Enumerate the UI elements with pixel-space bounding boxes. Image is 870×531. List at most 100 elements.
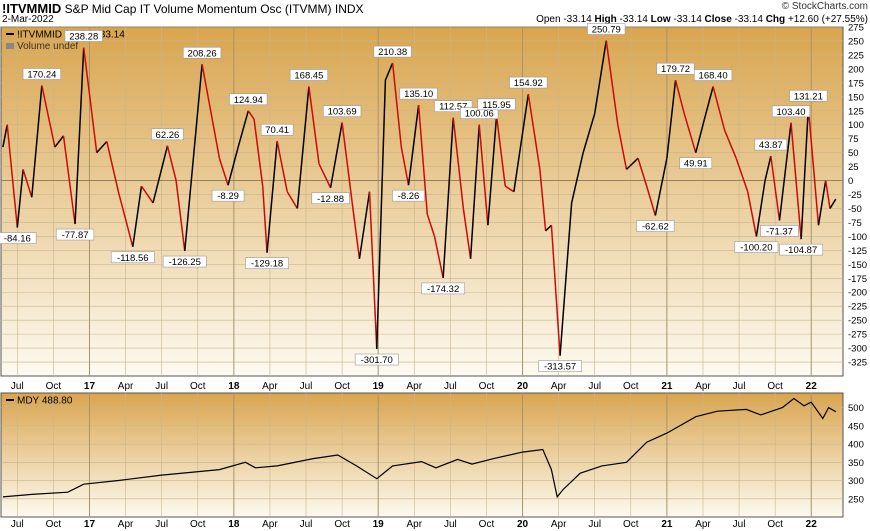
annotation-label: -12.88 xyxy=(317,194,344,205)
x-tick-label: 20 xyxy=(517,381,529,392)
x-tick-label: 21 xyxy=(661,381,673,392)
annotation-box xyxy=(760,225,799,237)
oscillator-panel: 2752502252001751501251007550250-25-50-75… xyxy=(0,23,867,392)
series-segment xyxy=(247,110,255,120)
annotation-label: -8.26 xyxy=(398,191,420,202)
x-tick-label: Jul xyxy=(444,519,457,530)
ohlc-close-label: Close xyxy=(704,14,732,25)
series-segment xyxy=(351,202,361,259)
x-tick-label: Oct xyxy=(623,519,639,530)
annotation-box xyxy=(771,105,811,118)
series-segment xyxy=(712,86,726,131)
x-tick-label: Apr xyxy=(695,519,711,530)
x-tick-label: Oct xyxy=(479,519,495,530)
x-tick-label: Oct xyxy=(190,519,206,530)
series-segment xyxy=(82,47,98,153)
copyright[interactable]: © StockCharts.com xyxy=(781,1,868,12)
annotation-box xyxy=(162,255,207,268)
annotation-label: 103.40 xyxy=(777,107,806,118)
series-segment xyxy=(824,180,831,209)
series-segment xyxy=(755,180,766,237)
annotation-label: 49.91 xyxy=(684,159,708,170)
series-segment xyxy=(495,115,506,187)
x-tick-label: Oct xyxy=(623,381,639,392)
y-tick-label: 250 xyxy=(848,494,864,505)
annotation-box xyxy=(636,220,675,232)
annotation-box xyxy=(151,128,184,141)
x-tick-label: 17 xyxy=(84,381,96,392)
x-tick-label: Apr xyxy=(118,381,134,392)
series-segment xyxy=(829,198,837,209)
annotation-label: -118.56 xyxy=(117,253,149,264)
y-tick-label: 150 xyxy=(848,92,864,103)
y-tick-label: -100 xyxy=(848,232,867,243)
x-tick-label: Oct xyxy=(479,381,495,392)
x-tick-label: Apr xyxy=(407,519,423,530)
annotation-box xyxy=(110,251,155,264)
chart-header: !ITVMMID S&P Mid Cap IT Volume Momentum … xyxy=(0,0,870,28)
series-segment xyxy=(683,113,697,153)
x-tick-label: Jul xyxy=(588,381,601,392)
series-segment xyxy=(695,118,706,153)
series-segment xyxy=(296,86,310,209)
annotation-label: -77.87 xyxy=(62,230,89,241)
series-segment xyxy=(218,157,229,186)
series-segment xyxy=(2,124,8,148)
y-tick-label: 450 xyxy=(848,421,864,432)
series-segment xyxy=(41,85,56,148)
x-tick-label: 18 xyxy=(228,381,240,392)
x-tick-label: Jul xyxy=(11,381,24,392)
series-segment xyxy=(790,122,802,240)
series-segment xyxy=(504,185,515,193)
x-tick-label: Jul xyxy=(733,381,746,392)
series-segment xyxy=(400,146,410,186)
y-tick-label: -50 xyxy=(848,204,862,215)
x-tick-label: Jul xyxy=(733,519,746,530)
annotation-box xyxy=(421,282,466,295)
annotation-box xyxy=(289,69,329,81)
annotation-box xyxy=(64,30,103,42)
y-tick-label: -275 xyxy=(848,330,867,341)
series-segment xyxy=(261,186,268,253)
series-segment xyxy=(329,122,343,188)
series-segment xyxy=(800,107,810,240)
series-segment xyxy=(132,186,143,247)
annotation-label: -313.57 xyxy=(544,362,576,373)
series-segment xyxy=(703,86,714,120)
ohlc-open-value: -33.14 xyxy=(563,14,592,25)
series-segment xyxy=(166,145,177,181)
y-tick-label: -325 xyxy=(848,358,867,369)
annotation-box xyxy=(260,123,294,136)
annotation-box xyxy=(311,192,350,205)
series-segment xyxy=(308,86,320,164)
series-segment xyxy=(201,64,221,159)
series-segment xyxy=(117,191,134,247)
series-segment xyxy=(286,191,299,209)
x-tick-label: Jul xyxy=(444,381,457,392)
series-segment xyxy=(96,140,108,154)
series-segment xyxy=(637,158,648,187)
x-tick-label: Oct xyxy=(46,381,62,392)
y-tick-label: -200 xyxy=(848,288,867,299)
annotation-label: 124.94 xyxy=(234,95,263,106)
series-segment xyxy=(666,80,677,159)
annotation-label: 100.06 xyxy=(465,109,494,120)
annotation-box xyxy=(323,105,362,117)
y-tick-label: 350 xyxy=(848,458,864,469)
series-segment xyxy=(54,135,65,148)
annotation-box xyxy=(211,189,245,202)
series-segment xyxy=(462,208,472,259)
y-tick-label: 175 xyxy=(848,78,864,89)
series-segment xyxy=(384,62,394,81)
annotation-box xyxy=(354,353,399,366)
series-segment xyxy=(417,105,429,215)
y-tick-label: 275 xyxy=(848,23,864,34)
x-tick-label: Jul xyxy=(11,519,24,530)
series-segment xyxy=(152,145,169,204)
annotation-box xyxy=(587,23,626,35)
annotation-box xyxy=(679,157,713,169)
series-segment xyxy=(764,155,772,181)
series-segment xyxy=(426,213,436,237)
series-segment xyxy=(817,180,827,226)
